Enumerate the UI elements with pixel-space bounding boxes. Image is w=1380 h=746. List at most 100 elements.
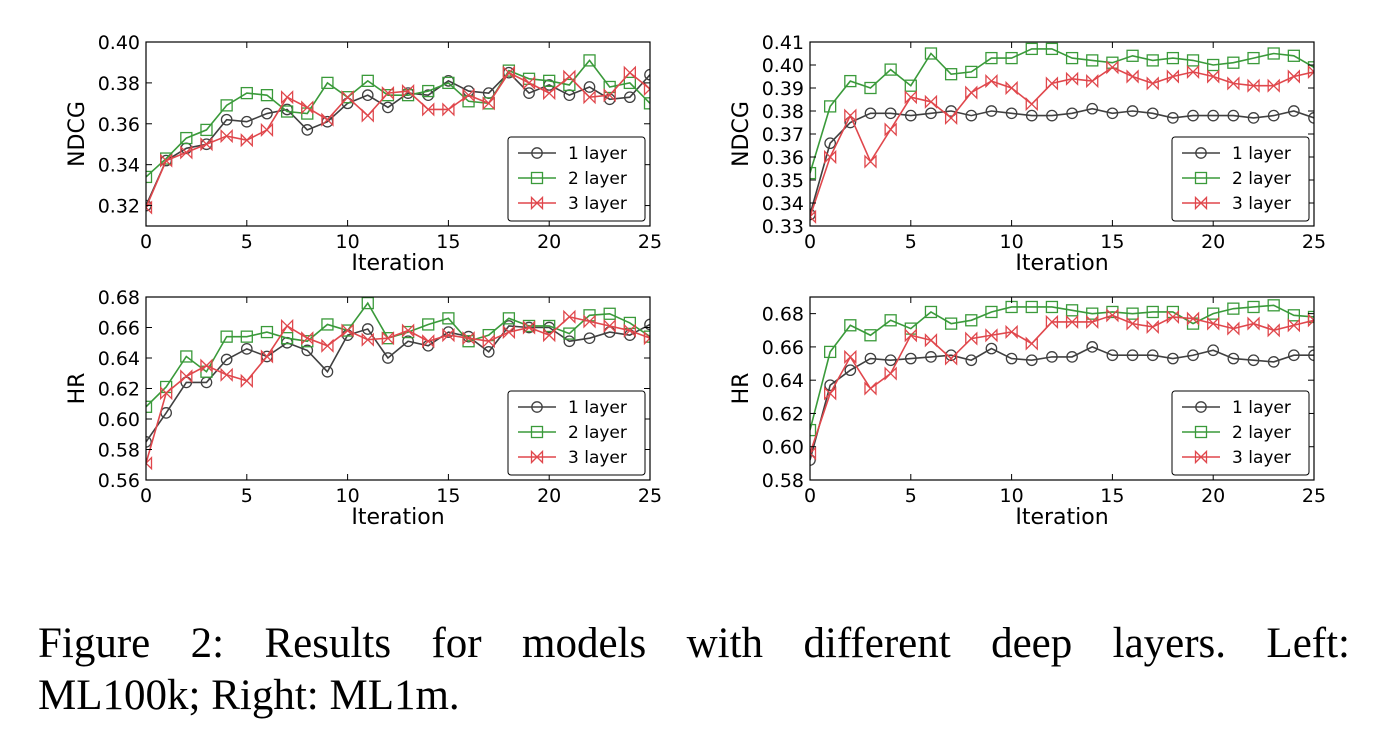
data-point — [280, 105, 294, 118]
data-point — [160, 153, 173, 168]
y-tick-label: 0.68 — [762, 304, 804, 326]
data-point — [382, 101, 394, 114]
legend: 1 layer 2 layer 3 layer — [507, 390, 646, 476]
data-point — [280, 90, 294, 105]
data-point — [321, 318, 334, 331]
data-point — [1086, 74, 1099, 89]
data-point — [1167, 352, 1179, 365]
data-point — [341, 90, 354, 105]
data-point — [1287, 105, 1300, 117]
data-point — [1046, 109, 1058, 122]
data-point — [1005, 80, 1018, 96]
data-point — [1267, 78, 1280, 93]
data-point — [180, 145, 193, 160]
data-point — [1227, 56, 1240, 69]
series-line — [810, 66, 1314, 218]
y-tick-label: 0.35 — [762, 170, 804, 192]
x-tick-label: 0 — [804, 231, 816, 253]
data-point — [220, 353, 233, 366]
data-point — [146, 456, 153, 471]
legend-label: 2 layer — [568, 423, 627, 443]
figure: 0 5 10 15 20 25 0.32 0.34 0.36 0.38 0.40 Iteration N… — [65, 32, 1326, 530]
data-point — [462, 331, 475, 346]
data-point — [1146, 319, 1159, 335]
y-tick-label: 0.39 — [762, 78, 804, 100]
data-point — [321, 338, 334, 353]
data-point — [146, 170, 153, 184]
data-point — [261, 107, 273, 120]
data-point — [563, 309, 576, 324]
data-point — [1207, 69, 1220, 84]
data-point — [422, 318, 435, 331]
data-point — [301, 331, 314, 346]
series-3-layer — [146, 65, 650, 215]
data-point — [1247, 354, 1260, 367]
data-point — [1086, 307, 1099, 320]
legend-marker — [531, 147, 543, 159]
data-point — [603, 318, 616, 334]
data-point — [1045, 300, 1059, 314]
data-point — [904, 328, 917, 343]
data-point — [884, 122, 897, 137]
data-point — [1287, 349, 1300, 362]
figure-caption: Figure 2: Results for models with differ… — [38, 618, 1350, 722]
series-line — [810, 314, 1314, 454]
data-point — [341, 323, 354, 338]
data-point — [361, 74, 374, 87]
data-point — [603, 80, 616, 94]
data-point — [844, 319, 857, 332]
data-point — [1166, 69, 1180, 84]
data-point — [824, 137, 837, 150]
data-point — [985, 342, 998, 355]
data-point — [1287, 309, 1300, 322]
data-point — [1187, 109, 1199, 122]
data-point — [925, 107, 937, 120]
data-point — [1025, 336, 1038, 351]
x-tick-label: 0 — [140, 231, 152, 253]
data-point — [583, 54, 596, 67]
legend-marker — [530, 171, 544, 185]
data-point — [985, 74, 998, 89]
data-point — [1086, 314, 1099, 330]
legend-marker — [1195, 401, 1207, 413]
y-tick-label: 0.34 — [762, 193, 804, 215]
series-line — [810, 304, 1314, 431]
data-point — [1045, 314, 1059, 330]
data-point — [1166, 51, 1180, 65]
data-point — [1025, 109, 1038, 122]
data-point — [1066, 107, 1078, 120]
data-point — [985, 51, 998, 65]
data-point — [1308, 349, 1314, 362]
chart-panel-3: 0 5 10 15 20 25 0.56 0.58 0.60 0.62 0.64 0.66 0.68 It… — [65, 287, 662, 530]
data-point — [563, 335, 576, 348]
data-point — [1247, 316, 1260, 331]
y-tick-label: 0.38 — [98, 73, 140, 95]
data-point — [1126, 307, 1139, 320]
legend-label: 2 layer — [1232, 169, 1291, 189]
x-axis-label: Iteration — [1015, 505, 1108, 530]
series-2-layer — [810, 42, 1314, 180]
data-point — [361, 108, 374, 123]
data-point — [810, 423, 817, 437]
data-point — [1227, 76, 1240, 91]
data-point — [1045, 76, 1059, 91]
data-point — [844, 349, 857, 364]
data-point — [1308, 112, 1314, 124]
data-point — [1287, 49, 1300, 62]
data-point — [944, 317, 958, 330]
y-tick-label: 0.62 — [762, 403, 804, 425]
y-axis-label: NDCG — [729, 101, 754, 167]
data-point — [643, 331, 650, 346]
data-point — [884, 354, 897, 367]
y-tick-label: 0.56 — [98, 470, 140, 492]
data-point — [864, 381, 877, 396]
data-point — [623, 91, 636, 104]
data-point — [462, 88, 475, 103]
y-tick-label: 0.60 — [762, 437, 804, 459]
data-point — [965, 354, 978, 367]
data-point — [864, 329, 877, 342]
data-point — [240, 373, 253, 388]
x-tick-label: 5 — [241, 485, 253, 507]
data-point — [924, 305, 938, 319]
y-tick-label: 0.66 — [98, 318, 140, 340]
